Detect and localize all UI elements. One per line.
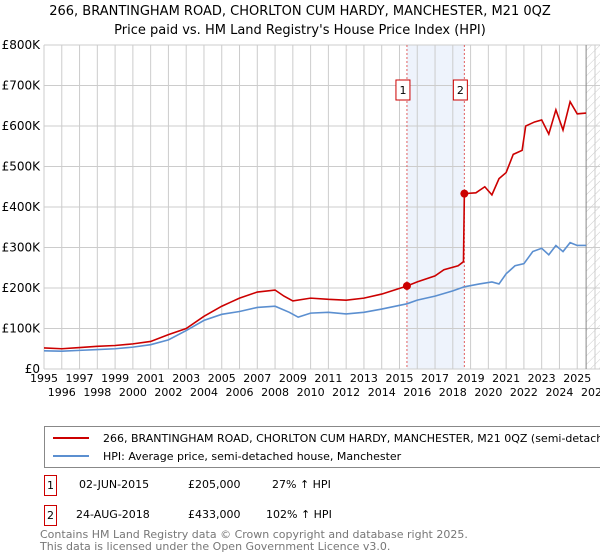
- legend: 266, BRANTINGHAM ROAD, CHORLTON CUM HARD…: [44, 426, 600, 468]
- x-tick-label: 2015: [385, 372, 413, 385]
- legend-label-hpi: HPI: Average price, semi-detached house,…: [103, 449, 402, 463]
- x-tick-label: 2011: [314, 372, 342, 385]
- legend-label-property: 266, BRANTINGHAM ROAD, CHORLTON CUM HARD…: [103, 431, 600, 445]
- x-tick-label: 2026: [581, 386, 600, 399]
- x-tick-label: 2001: [137, 372, 165, 385]
- sale-point: [460, 189, 469, 198]
- price-chart: £0 £100K £200K £300K £400K £500K £600K £700K £80…: [2, 38, 600, 399]
- y-tick-label: £600K: [2, 119, 42, 133]
- x-tick-label: 2016: [403, 386, 431, 399]
- y-tick-label: £0: [25, 362, 40, 376]
- x-tick-label: 2017: [421, 372, 449, 385]
- x-tick-label: 1997: [66, 372, 94, 385]
- legend-blue-line: [53, 455, 89, 457]
- x-tick-label: 2025: [563, 372, 591, 385]
- x-tick-label: 2009: [279, 372, 307, 385]
- transaction-hpi: 27% ↑ HPI: [272, 478, 331, 491]
- chart-title: 266, BRANTINGHAM ROAD, CHORLTON CUM HARD…: [0, 2, 600, 40]
- x-tick-label: 2020: [474, 386, 502, 399]
- footer-line-1: Contains HM Land Registry data © Crown c…: [40, 528, 468, 541]
- x-tick-label: 2024: [545, 386, 573, 399]
- legend-red-line: [53, 437, 89, 439]
- transaction-hpi: 102% ↑ HPI: [266, 508, 332, 521]
- footer-line-2: This data is licensed under the Open Gov…: [40, 540, 391, 553]
- x-tick-label: 2014: [368, 386, 396, 399]
- footer: Contains HM Land Registry data © Crown c…: [40, 529, 468, 553]
- sale-label-box: [395, 79, 411, 101]
- transaction-row: 1 02-JUN-2015 £205,000 27% ↑ HPI: [44, 475, 444, 496]
- x-tick-label: 2008: [261, 386, 289, 399]
- sale-label-box: [452, 79, 468, 101]
- x-tick-label: 2006: [226, 386, 254, 399]
- transaction-number: 2: [44, 505, 57, 526]
- sale-point: [402, 281, 411, 290]
- transaction-date: 02-JUN-2015: [79, 478, 150, 491]
- sale-label: 1: [399, 84, 406, 97]
- y-tick-label: £200K: [2, 281, 42, 295]
- y-tick-label: £700K: [2, 79, 42, 93]
- title-line-2: Price paid vs. HM Land Registry's House …: [114, 23, 486, 38]
- x-tick-label: 1998: [83, 386, 111, 399]
- x-tick-label: 2023: [528, 372, 556, 385]
- transaction-date: 24-AUG-2018: [76, 508, 150, 521]
- x-tick-label: 2021: [492, 372, 520, 385]
- transaction-price: £433,000: [188, 508, 241, 521]
- y-tick-label: £100K: [2, 322, 42, 336]
- series-line: [44, 99, 587, 350]
- x-tick-label: 2012: [332, 386, 360, 399]
- y-tick-label: £400K: [2, 200, 42, 214]
- sale-label: 2: [457, 84, 464, 97]
- y-tick-label: £800K: [2, 38, 42, 52]
- x-tick-label: 2000: [119, 386, 147, 399]
- y-tick-label: £500K: [2, 160, 42, 174]
- transaction-row: 2 24-AUG-2018 £433,000 102% ↑ HPI: [44, 505, 444, 526]
- transaction-number: 1: [44, 475, 57, 496]
- x-tick-label: 2018: [439, 386, 467, 399]
- transaction-price: £205,000: [188, 478, 241, 491]
- x-tick-label: 2005: [208, 372, 236, 385]
- x-tick-label: 1996: [48, 386, 76, 399]
- series-line: [44, 241, 587, 352]
- x-tick-label: 2022: [510, 386, 538, 399]
- x-tick-label: 2010: [297, 386, 325, 399]
- title-line-1: 266, BRANTINGHAM ROAD, CHORLTON CUM HARD…: [49, 4, 551, 19]
- x-tick-label: 1999: [101, 372, 129, 385]
- y-tick-label: £300K: [2, 241, 42, 255]
- x-tick-label: 2007: [243, 372, 271, 385]
- x-tick-label: 1995: [30, 372, 58, 385]
- x-tick-label: 2004: [190, 386, 218, 399]
- x-tick-label: 2003: [172, 372, 200, 385]
- x-tick-label: 2002: [154, 386, 182, 399]
- x-tick-label: 2019: [457, 372, 485, 385]
- x-tick-label: 2013: [350, 372, 378, 385]
